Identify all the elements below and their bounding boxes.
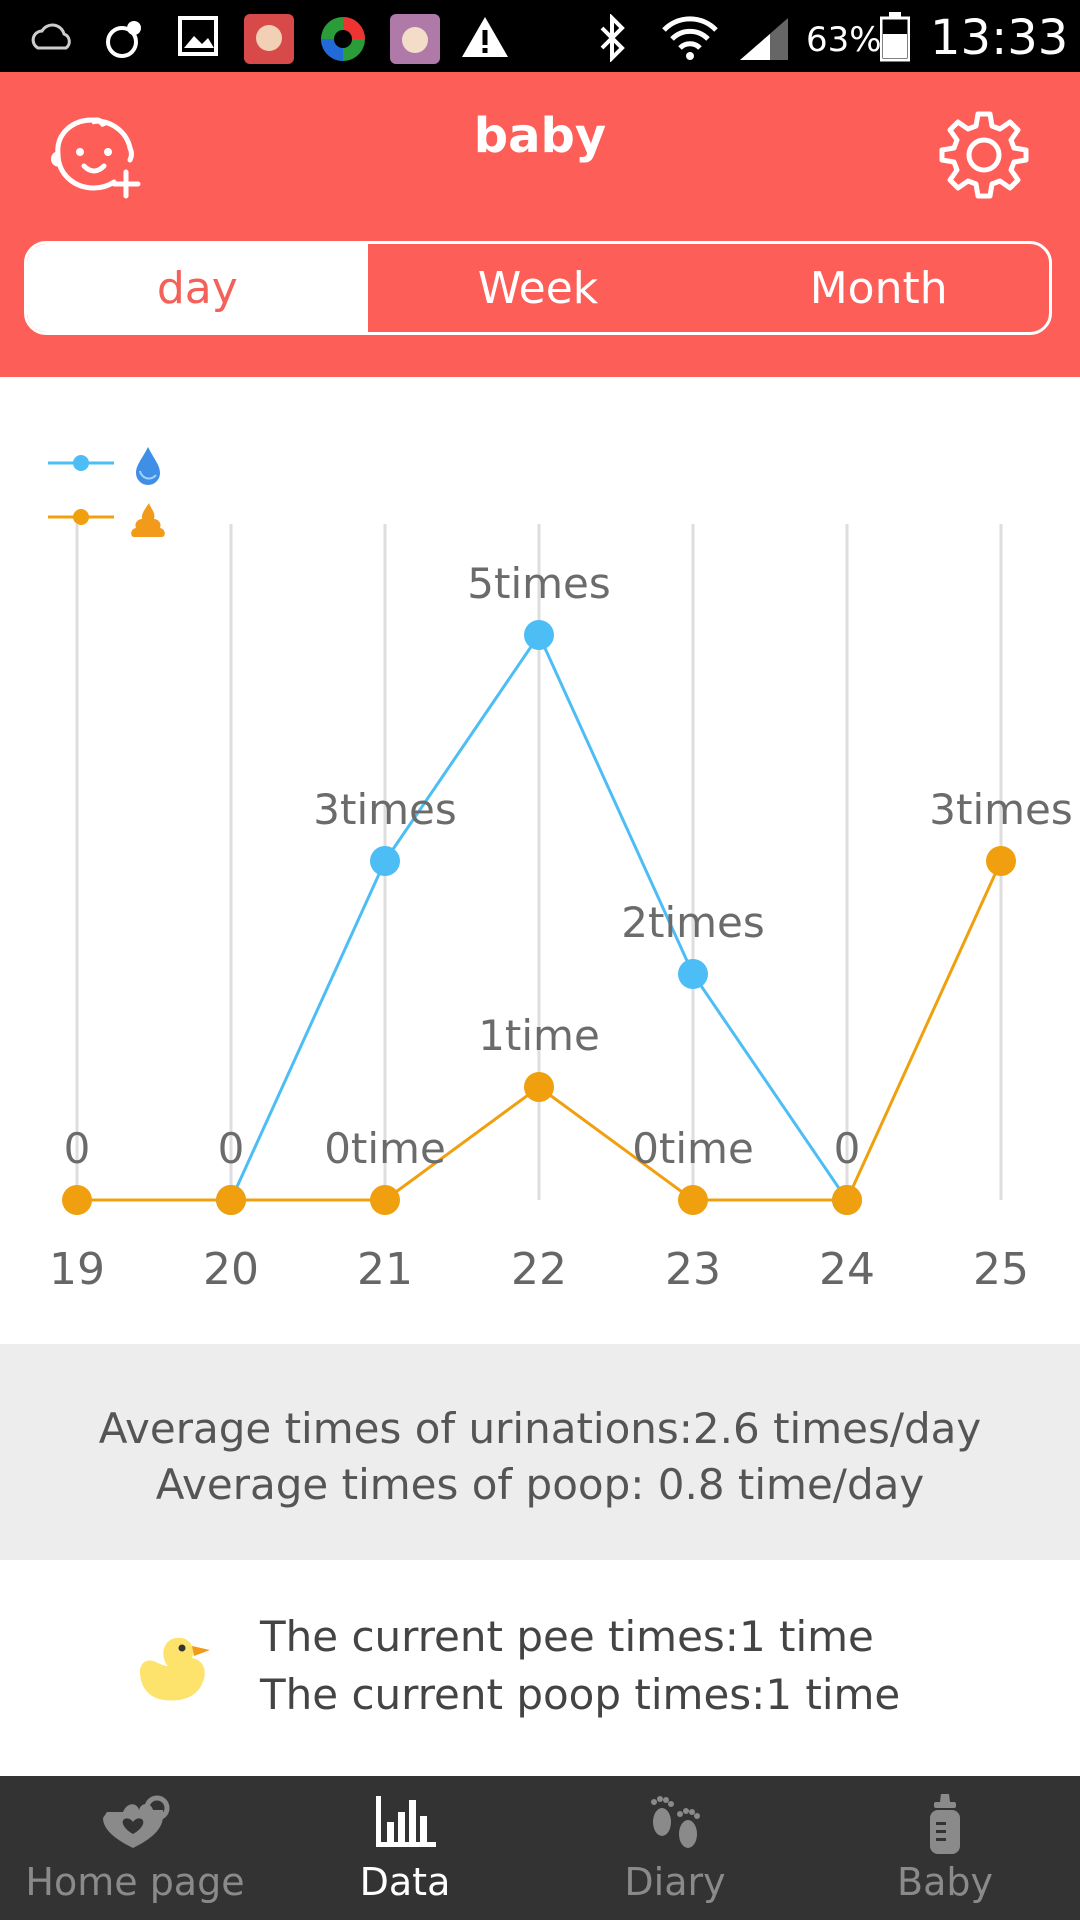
poop-data-label: 3times [929,785,1073,834]
pee-data-label: 3times [313,785,457,834]
wifi-icon [662,16,718,60]
home-heart-icon [103,1795,170,1848]
app-notification-icon [244,14,294,64]
poop-data-label: 0time [632,1124,754,1173]
current-pee-text: The current pee times:1 time [260,1612,874,1661]
squirrel-icon [106,21,141,58]
pee-data-point [524,620,554,650]
nav-baby[interactable]: Baby [810,1776,1080,1920]
pee-data-point [370,846,400,876]
nav-data-label: Data [359,1860,451,1904]
poop-data-label: 1time [478,1011,600,1060]
water-drop-icon [136,447,160,485]
settings-button[interactable] [934,102,1034,202]
battery-icon [880,12,910,62]
average-pee-text: Average times of urinations:2.6 times/da… [98,1404,982,1453]
bluetooth-icon [600,14,625,62]
clock: 13:33 [930,10,1069,66]
baby-face-plus-icon [51,117,141,199]
baby-bottle-icon [930,1794,960,1854]
nav-data[interactable]: Data [270,1776,540,1920]
poop-data-point [216,1185,246,1215]
x-tick-label: 25 [973,1244,1029,1295]
pee-data-point [678,959,708,989]
poop-data-label: 0 [64,1124,91,1173]
poop-data-point [524,1072,554,1102]
current-panel: The current pee times:1 time The current… [0,1560,1080,1776]
x-tick-label: 24 [819,1244,875,1295]
x-tick-label: 20 [203,1244,259,1295]
pee-data-label: 2times [621,898,765,947]
poop-data-point [986,846,1016,876]
warning-icon [462,17,508,57]
averages-panel: Average times of urinations:2.6 times/da… [0,1344,1080,1560]
poop-data-label: 0time [324,1124,446,1173]
nav-home-label: Home page [25,1860,245,1904]
x-tick-label: 21 [357,1244,413,1295]
app-header: baby day Week Month [0,72,1080,377]
gallery-icon [178,16,218,56]
nav-home[interactable]: Home page [0,1776,270,1920]
pee-data-label: 5times [467,559,611,608]
baby-app-icon [390,14,440,64]
nav-diary-label: Diary [624,1860,726,1904]
duck-icon [140,1637,210,1701]
poop-data-point [832,1185,862,1215]
battery-percent: 63% [806,20,882,60]
period-tabs: day Week Month [24,241,1052,335]
nav-baby-label: Baby [897,1860,993,1904]
footprints-icon [651,1796,700,1848]
tab-month[interactable]: Month [809,262,948,314]
nav-diary[interactable]: Diary [540,1776,810,1920]
legend-poop [48,503,165,537]
signal-icon [740,18,788,60]
poop-icon [131,503,165,537]
page-title: baby [473,108,607,164]
poop-data-point [62,1185,92,1215]
chart-area: 19 20 21 22 23 24 25 3times 5times 2times 0 0 0time 1… [0,377,1080,1344]
x-tick-label: 22 [511,1244,567,1295]
current-poop-text: The current poop times:1 time [260,1670,901,1719]
status-bar: 63% 13:33 [0,0,1080,72]
add-baby-button[interactable] [46,102,146,202]
gear-icon [939,111,1029,199]
legend-pee [48,447,160,485]
poop-data-label: 0 [834,1124,861,1173]
x-tick-label: 23 [665,1244,721,1295]
line-chart: 19 20 21 22 23 24 25 3times 5times 2times 0 0 0time 1… [49,524,1073,1295]
poop-data-point [678,1185,708,1215]
weather-icon [31,23,71,50]
bar-chart-icon [376,1796,436,1847]
poop-data-point [370,1185,400,1215]
bottom-nav: Home page Data Diary Baby [0,1776,1080,1920]
colorful-app-icon [321,17,365,61]
x-tick-label: 19 [49,1244,105,1295]
poop-data-label: 0 [218,1124,245,1173]
average-poop-text: Average times of poop: 0.8 time/day [155,1460,925,1509]
tab-day[interactable]: day [27,244,368,332]
tab-week[interactable]: Week [477,262,599,314]
